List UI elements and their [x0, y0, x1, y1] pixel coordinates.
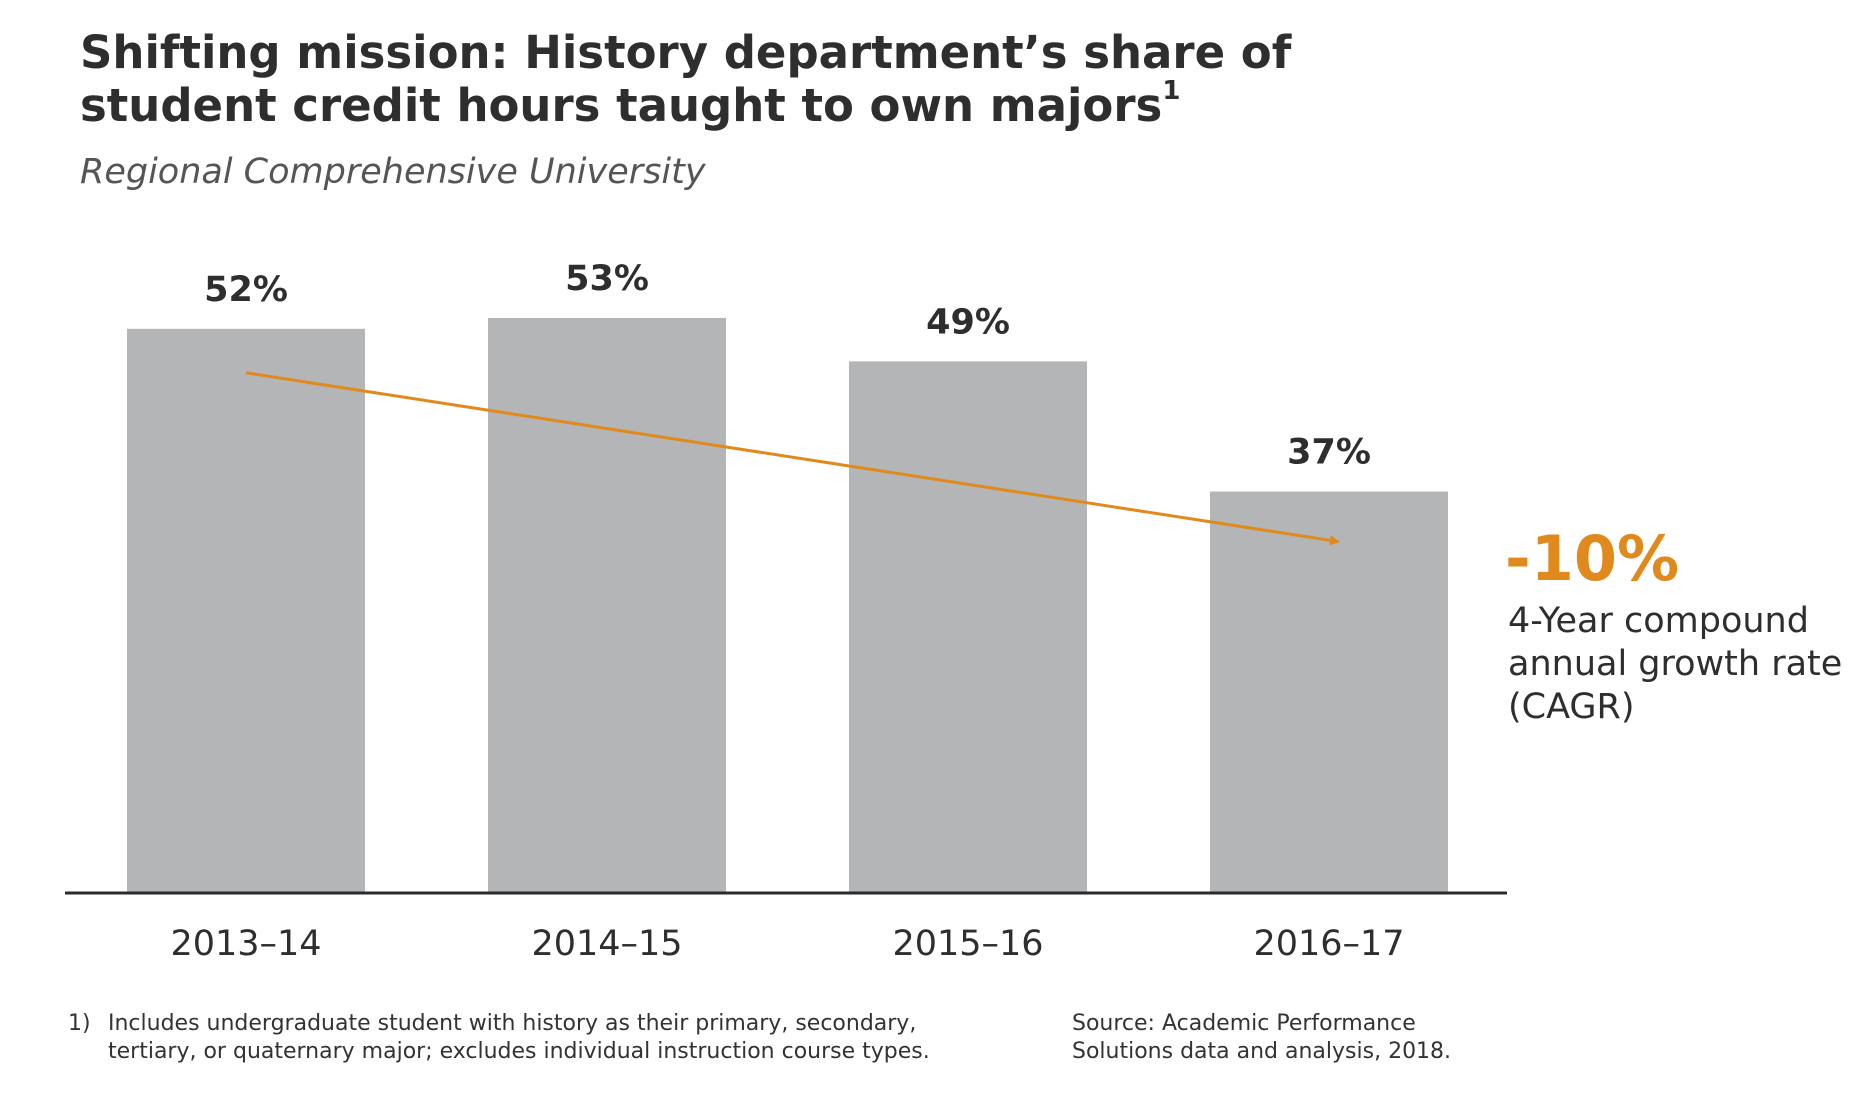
trend-arrow [245, 371, 1340, 546]
source-note: Source: Academic Performance Solutions d… [1072, 1011, 1452, 1064]
x-tick-label: 2015–16 [892, 924, 1043, 964]
bar-2013–14 [127, 328, 365, 893]
data-label: 53% [565, 259, 649, 299]
bar-2016–17 [1210, 491, 1448, 893]
cagr-label: 4-Year compound annual growth rate (CAGR… [1508, 601, 1843, 727]
bar-2014–15 [488, 317, 726, 893]
chart-subtitle: Regional Comprehensive University [80, 152, 706, 192]
title-footnote-marker: 1 [1162, 76, 1181, 106]
x-tick-label: 2013–14 [170, 924, 321, 964]
footnote: 1) Includes undergraduate student with h… [68, 1010, 988, 1066]
bars-layer [127, 317, 1448, 894]
cagr-value: -10% [1505, 522, 1680, 595]
chart-title-text: Shifting mission: History department’s s… [80, 26, 1292, 132]
bar-2015–16 [849, 361, 1087, 894]
data-label: 52% [204, 270, 288, 310]
footnote-marker: 1) [68, 1011, 91, 1036]
footnote-text: Includes undergraduate student with hist… [108, 1011, 930, 1064]
x-tick-label: 2014–15 [531, 924, 682, 964]
x-tick-label: 2016–17 [1253, 924, 1404, 964]
labels-layer: 52% 2013–14 53% 2014–15 49% 2015–16 37% 2016–17 [170, 259, 1404, 964]
chart-title: Shifting mission: History department’s s… [80, 26, 1480, 132]
data-label: 37% [1287, 433, 1371, 473]
data-label: 49% [926, 302, 1010, 342]
